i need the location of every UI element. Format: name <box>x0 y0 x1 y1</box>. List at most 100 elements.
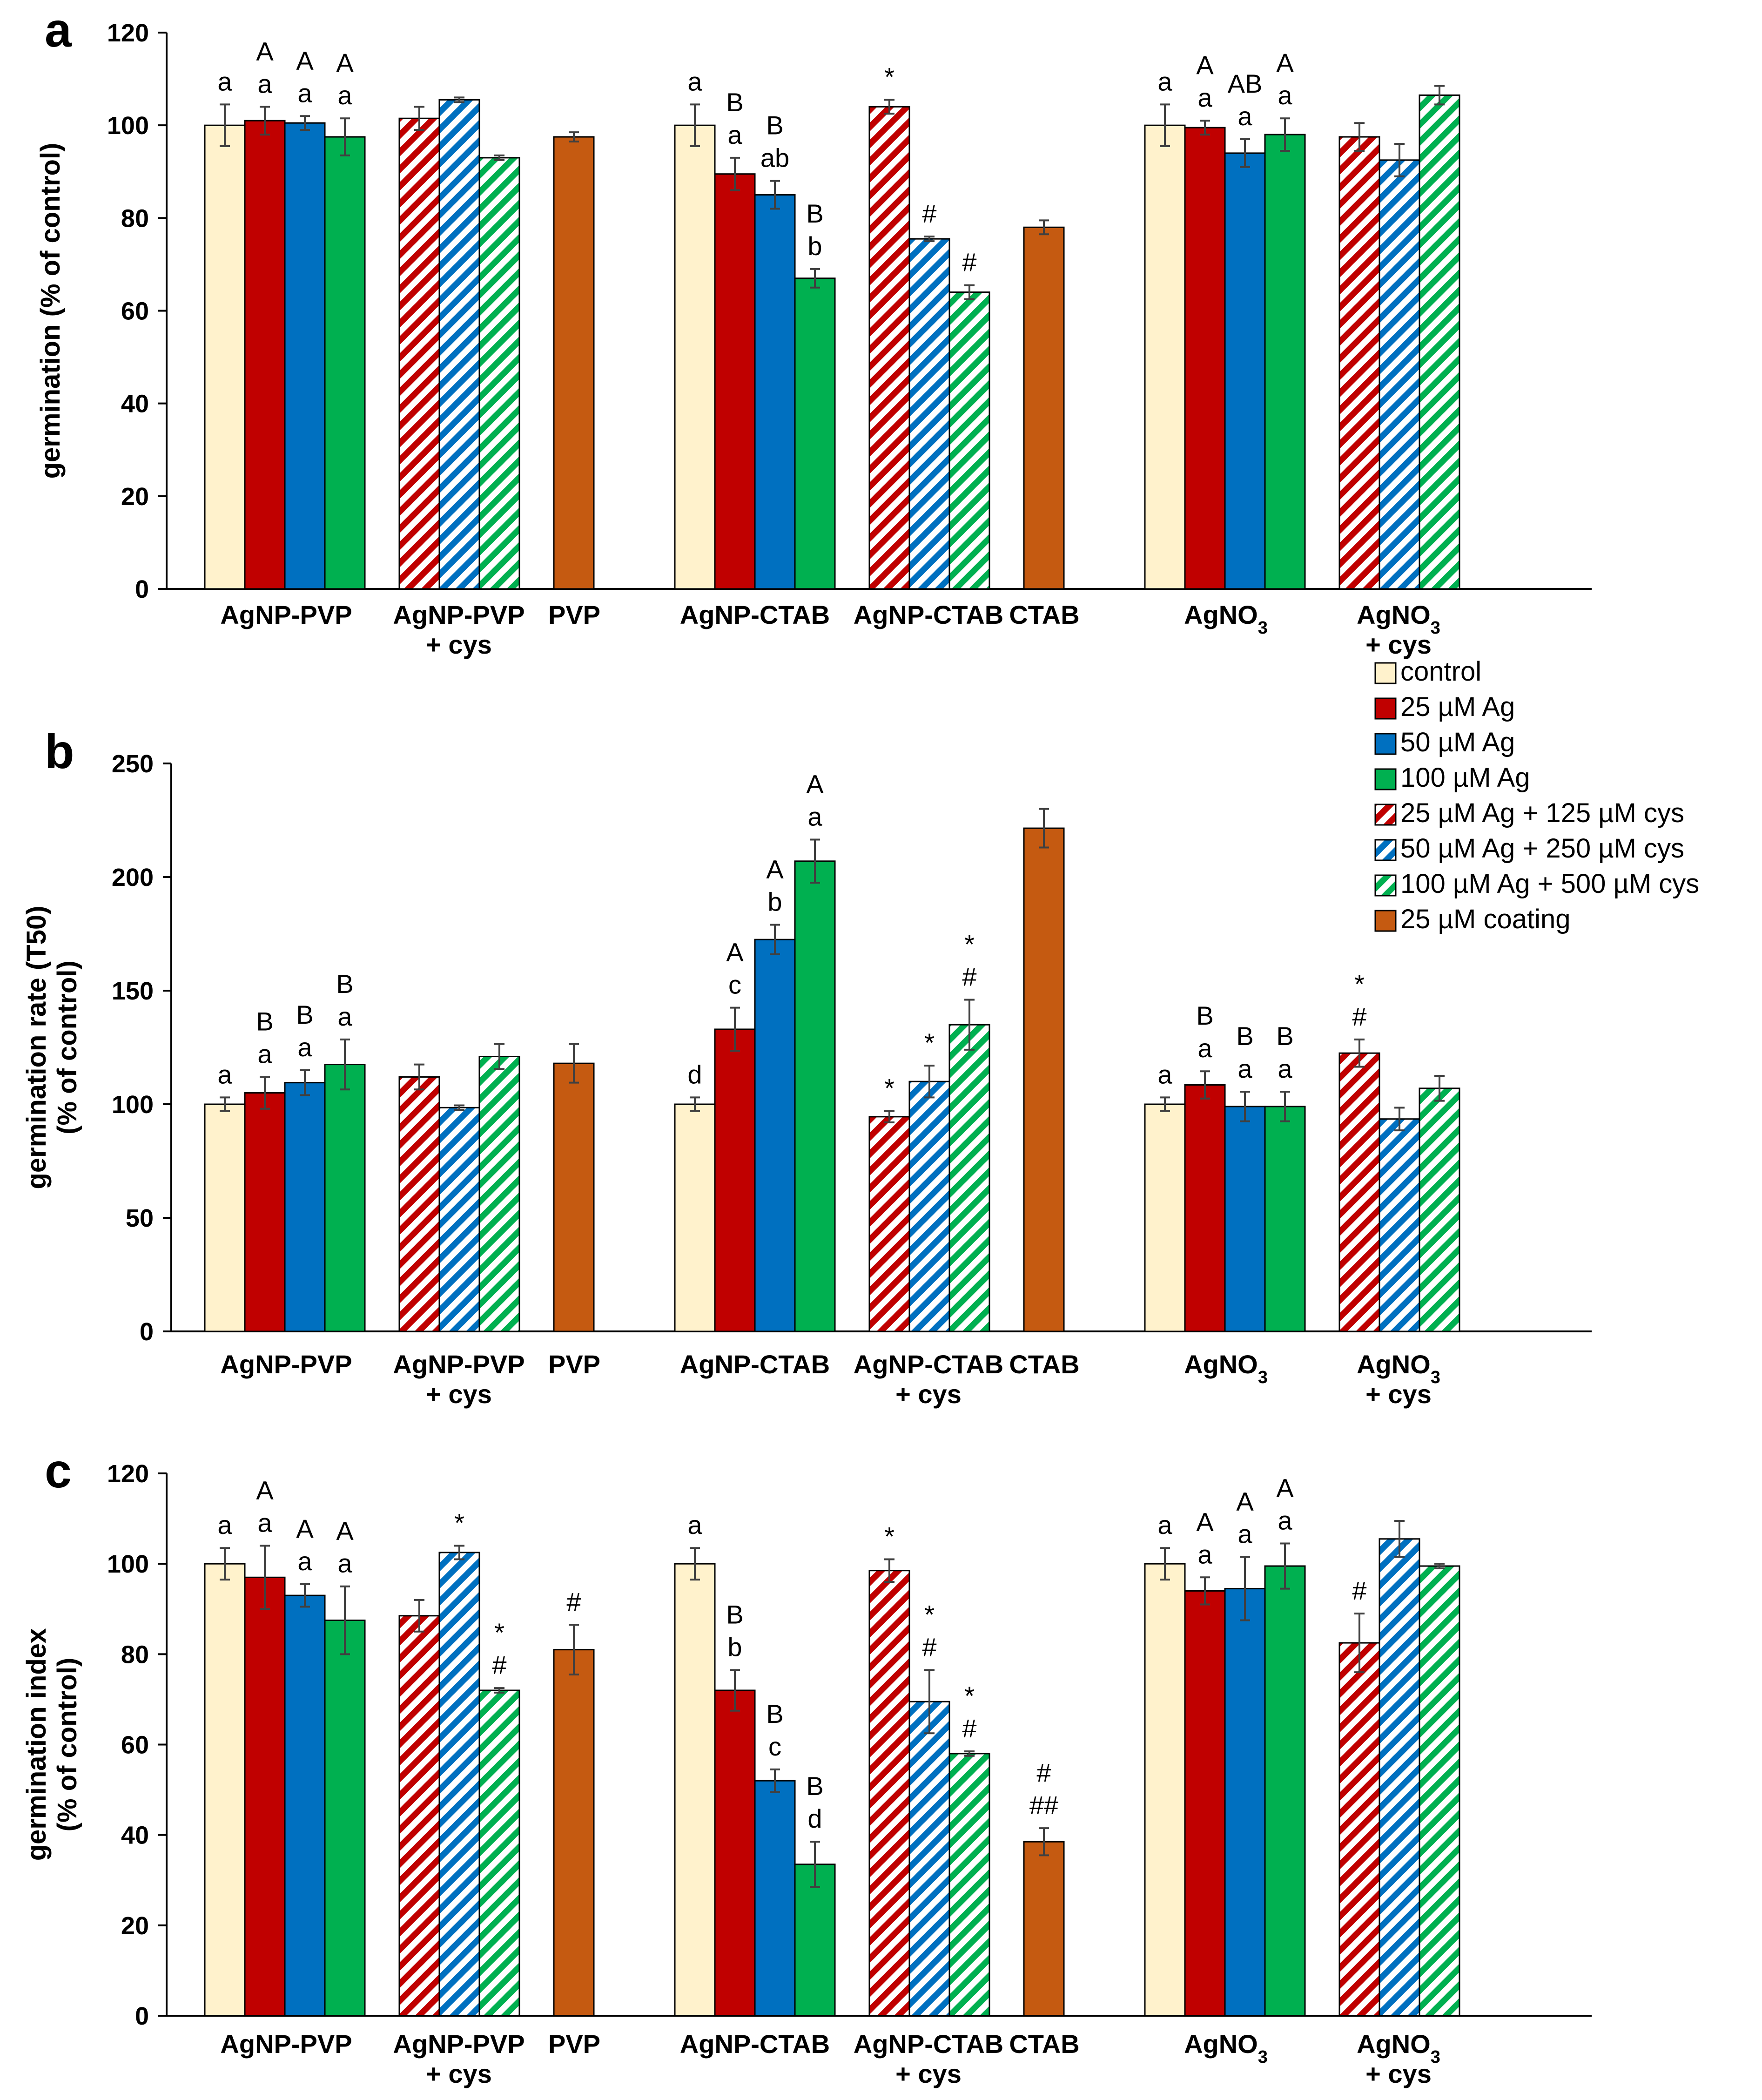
y-tick-label-0: 0 <box>140 1318 154 1346</box>
significance-label: a <box>1157 1060 1172 1089</box>
significance-label: B <box>1276 1021 1293 1051</box>
legend-swatch-100-m-ag-500-m-cys <box>1374 874 1397 897</box>
legend: control 25 µM Ag 50 µM Ag 100 µM Ag 25 µM Ag… <box>1374 656 1699 934</box>
significance-label: A <box>766 854 784 884</box>
bar-25-m-ag <box>1184 1084 1226 1332</box>
significance-label: # <box>962 1714 976 1743</box>
bar-50-m-ag-250-m-cys <box>438 99 480 590</box>
legend-swatch-50-m-ag-250-m-cys <box>1374 839 1397 861</box>
significance-label: ab <box>760 143 789 173</box>
bar-25-m-ag <box>714 173 756 590</box>
bar-control <box>204 1103 246 1332</box>
significance-label: a <box>1237 101 1252 131</box>
significance-label: a <box>1157 67 1172 96</box>
bar-25-m-ag <box>1184 1590 1226 2017</box>
bar-25-m-ag-125-m-cys <box>398 1076 440 1332</box>
y-axis-label-line-2: (% of control) <box>52 960 82 1134</box>
significance-label: B <box>1196 1001 1213 1030</box>
legend-label-25-m-ag-125-m-cys: 25 µM Ag + 125 µM cys <box>1400 798 1684 828</box>
significance-label: d <box>687 1060 702 1089</box>
category-label: PVP <box>548 2029 600 2059</box>
category-label: CTAB <box>1009 1350 1079 1379</box>
significance-label: a <box>297 1546 312 1576</box>
y-tick-label-100: 100 <box>107 112 149 140</box>
y-tick-label-0: 0 <box>135 2002 149 2030</box>
category-label: AgNP-CTAB <box>680 1350 830 1379</box>
significance-label: A <box>1196 50 1214 80</box>
bar-100-m-ag-500-m-cys <box>1419 1087 1460 1332</box>
legend-swatch-25-m-coating <box>1374 910 1397 932</box>
bar-control <box>1144 1103 1186 1332</box>
significance-label: A <box>726 938 744 967</box>
y-tick-label-40: 40 <box>121 1822 149 1850</box>
category-label: + cys <box>1365 2059 1432 2088</box>
bar-25-m-coating <box>1023 827 1065 1332</box>
legend-swatch-25-m-ag-125-m-cys <box>1374 804 1397 826</box>
panel-b-letter: b <box>45 725 74 779</box>
y-axis-label-line-1: germination (% of control) <box>35 143 66 479</box>
significance-label: A <box>1196 1507 1214 1536</box>
y-tick-label-40: 40 <box>121 390 149 418</box>
y-tick-label-150: 150 <box>112 977 154 1005</box>
category-label: + cys <box>426 2059 492 2088</box>
significance-label: a <box>337 81 352 110</box>
bar-25-m-ag-125-m-cys <box>1338 1642 1380 2017</box>
bar-25-m-ag <box>1184 127 1226 590</box>
y-tick-label-20: 20 <box>121 483 149 511</box>
bar-25-m-ag <box>714 1028 756 1332</box>
bar-50-m-ag-250-m-cys <box>1379 159 1420 590</box>
y-tick-label-100: 100 <box>107 1550 149 1578</box>
category-label: AgNO3 <box>1357 1350 1440 1387</box>
significance-label: * <box>924 1600 935 1629</box>
significance-label: b <box>727 1632 742 1661</box>
significance-label: # <box>962 962 976 992</box>
category-label: + cys <box>895 1379 962 1409</box>
legend-label-50-m-ag: 50 µM Ag <box>1400 727 1515 757</box>
bar-50-m-ag-250-m-cys <box>438 1107 480 1332</box>
significance-label: A <box>1276 48 1294 77</box>
bar-100-m-ag-500-m-cys <box>1419 1565 1460 2017</box>
significance-label: * <box>884 62 894 91</box>
bar-50-m-ag <box>754 194 796 590</box>
significance-label: A <box>256 1475 274 1505</box>
significance-label: # <box>1352 1576 1366 1605</box>
bar-50-m-ag <box>754 939 796 1332</box>
significance-label: a <box>1237 1054 1252 1083</box>
significance-label: a <box>217 1060 232 1089</box>
significance-label: a <box>1197 1540 1212 1569</box>
y-tick-label-80: 80 <box>121 204 149 232</box>
significance-label: * <box>924 1028 935 1057</box>
significance-label: a <box>337 1549 352 1578</box>
bar-25-m-coating <box>553 136 595 590</box>
significance-label: a <box>257 1039 272 1068</box>
significance-label: a <box>1278 1054 1292 1083</box>
panel-c-letter: c <box>45 1444 72 1498</box>
significance-label: # <box>492 1650 506 1680</box>
significance-label: b <box>807 231 822 261</box>
bar-control <box>674 124 716 590</box>
bar-25-m-coating <box>553 1649 595 2017</box>
bar-25-m-ag <box>244 1092 286 1332</box>
panel-a-chart: a 0 20 40 60 80 100 120 germination (% of contro… <box>35 3 1592 659</box>
bar-control <box>204 124 246 590</box>
legend-label-control: control <box>1400 656 1481 687</box>
significance-label: a <box>217 67 232 96</box>
legend-swatch-25-m-ag <box>1374 697 1397 720</box>
significance-label: B <box>726 88 743 117</box>
y-tick-label-120: 120 <box>107 19 149 47</box>
category-label: + cys <box>1365 1379 1432 1409</box>
bar-50-m-ag <box>284 1594 326 2017</box>
significance-label: * <box>454 1508 464 1537</box>
significance-label: # <box>962 248 976 277</box>
category-label: AgNO3 <box>1184 1350 1268 1387</box>
significance-label: AB <box>1228 69 1263 98</box>
significance-label: * <box>884 1521 894 1551</box>
bar-100-m-ag <box>1264 134 1306 590</box>
category-label: AgNO3 <box>1184 2029 1268 2067</box>
category-label: AgNO3 <box>1357 600 1440 638</box>
y-tick-label-120: 120 <box>107 1460 149 1488</box>
y-tick-label-50: 50 <box>126 1204 154 1232</box>
significance-label: A <box>296 1514 314 1543</box>
bar-25-m-ag-125-m-cys <box>398 1615 440 2017</box>
bar-control <box>1144 124 1186 590</box>
